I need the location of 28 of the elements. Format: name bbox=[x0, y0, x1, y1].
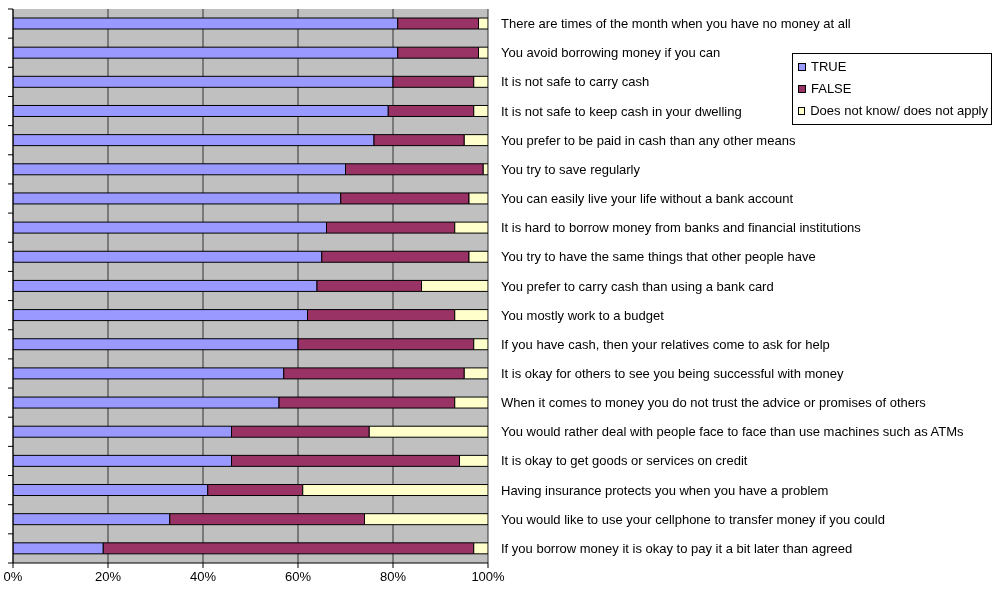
y-tick-label: It is not safe to keep cash in your dwelling bbox=[501, 103, 742, 119]
y-tick-label: If you have cash, then your relatives come to ask for help bbox=[501, 336, 830, 352]
y-tick-label: There are times of the month when you have no money at all bbox=[501, 16, 851, 32]
legend-label: Does not know/ does not apply bbox=[810, 102, 988, 120]
y-tick-label: It is hard to borrow money from banks and financial institutions bbox=[501, 220, 862, 236]
x-tick-label: 20% bbox=[94, 569, 122, 585]
y-tick-label: You mostly work to a budget bbox=[501, 307, 665, 323]
y-tick-label: You would like to use your cellphone to transfer money if you could bbox=[501, 511, 885, 527]
y-tick-label: When it comes to money you do not trust the advice or promises of others bbox=[501, 395, 927, 411]
y-tick-label: It is okay for others to see you being successful with money bbox=[501, 366, 844, 382]
y-tick-label: You would rather deal with people face to face than use machines such as ATMs bbox=[501, 424, 964, 440]
y-tick-label: You prefer to carry cash than using a bank card bbox=[501, 278, 774, 294]
x-tick-label: 0% bbox=[3, 569, 23, 585]
legend-label: TRUE bbox=[811, 58, 847, 76]
x-tick-label: 60% bbox=[284, 569, 312, 585]
y-tick-label: It is not safe to carry cash bbox=[501, 74, 650, 90]
y-tick-label: You try to have the same things that other people have bbox=[501, 249, 816, 265]
y-tick-label: You prefer to be paid in cash than any other means bbox=[501, 132, 796, 148]
y-tick-label: You avoid borrowing money if you can bbox=[501, 45, 721, 61]
y-tick-label: It is okay to get goods or services on credit bbox=[501, 453, 748, 469]
x-tick-label: 100% bbox=[471, 569, 506, 585]
x-tick-label: 40% bbox=[189, 569, 217, 585]
y-tick-label: If you borrow money it is okay to pay it a bit later than agreed bbox=[501, 540, 853, 556]
y-tick-label: You can easily live your life without a bank account bbox=[501, 191, 794, 207]
legend-label: FALSE bbox=[811, 80, 852, 98]
x-tick-label: 80% bbox=[379, 569, 407, 585]
y-tick-label: Having insurance protects you when you have a problem bbox=[501, 482, 829, 498]
y-tick-label: You try to save regularly bbox=[501, 161, 641, 177]
